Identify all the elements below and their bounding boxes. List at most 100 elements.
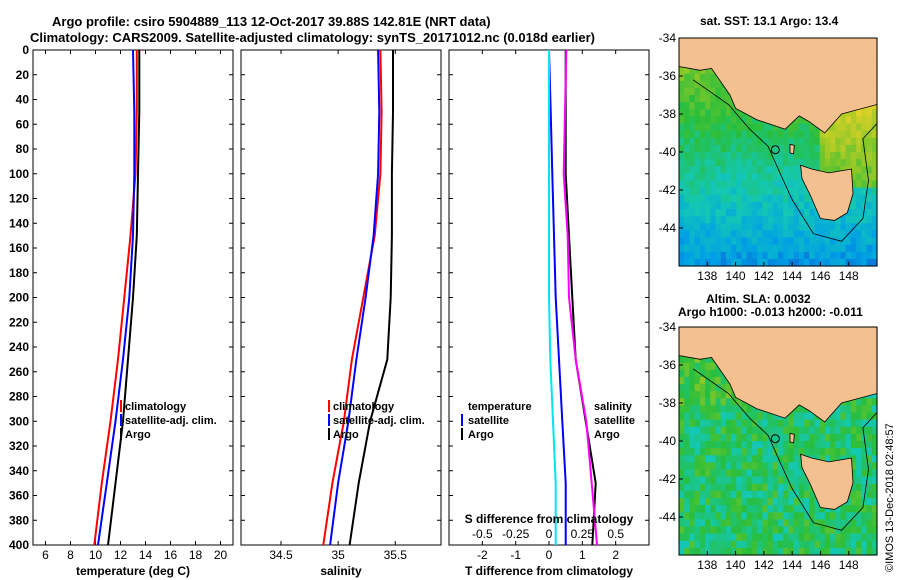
map-cell [840, 412, 847, 421]
map-cell [767, 152, 774, 160]
map-cell [819, 455, 826, 463]
map-cell [741, 519, 748, 528]
ytick-label-20: 20 [16, 68, 30, 82]
map-cell [840, 244, 847, 253]
map-cell [767, 230, 774, 239]
map-cell [725, 469, 732, 478]
map-cell [746, 244, 753, 253]
map-cell [772, 476, 779, 485]
map-cell [804, 540, 810, 549]
map-cell [814, 448, 821, 456]
map-cell [741, 533, 748, 542]
map-cell [788, 512, 795, 520]
map-cell [679, 144, 685, 153]
map-cell [809, 533, 816, 542]
map-cell [850, 533, 857, 542]
map-cell [694, 533, 701, 542]
map-cell [757, 216, 763, 224]
map-cell [751, 469, 758, 478]
map-cell [684, 498, 690, 506]
map-cell [793, 251, 800, 260]
map-cell [788, 230, 795, 239]
map-cell [731, 419, 737, 428]
map-cell [762, 237, 769, 246]
map-cell [699, 490, 706, 499]
map-cell [850, 109, 857, 117]
map-cell [824, 230, 831, 239]
map-cell [793, 137, 800, 146]
map-cell [830, 230, 836, 239]
map-cell [871, 519, 878, 528]
map-cell [798, 412, 805, 421]
map-cell [689, 419, 696, 428]
map-cell [804, 490, 810, 499]
map-cell [710, 80, 717, 89]
map-cell [793, 223, 800, 231]
map-cell [694, 130, 701, 139]
map-cell [705, 547, 711, 556]
map-cell [804, 441, 810, 449]
map-cell [736, 230, 743, 239]
map-cell [684, 159, 690, 167]
map-cell [689, 258, 696, 267]
map-cell [783, 462, 789, 471]
map-cell [783, 166, 789, 174]
map-cell [710, 244, 717, 253]
ytick-label-100: 100 [9, 167, 29, 181]
map-cell [715, 187, 722, 196]
map-cell [725, 498, 732, 506]
map-cell [715, 180, 722, 189]
map-cell [725, 244, 732, 253]
map-cell [840, 547, 847, 556]
map-cell [793, 116, 800, 125]
map-cell [856, 152, 862, 160]
map-cell [679, 80, 685, 89]
map-cell [850, 398, 857, 406]
map-cell [830, 251, 836, 260]
map-cell [783, 433, 789, 442]
map-cell [767, 412, 774, 421]
map-cell [783, 448, 789, 456]
map-cell [850, 152, 857, 160]
map-cell [814, 547, 821, 556]
map-cell [710, 137, 717, 146]
map-cell [751, 166, 758, 174]
map-cell [809, 251, 816, 260]
map-cell [783, 426, 789, 435]
map-cell [699, 498, 706, 506]
map-cell [767, 173, 774, 182]
map-cell [684, 512, 690, 520]
map-cell [871, 173, 878, 182]
map-cell [710, 173, 717, 182]
map-cell [689, 109, 696, 117]
map-cell [757, 159, 763, 167]
map-cell [845, 223, 852, 231]
map-cell [736, 258, 743, 267]
map-cell [757, 490, 763, 499]
map-cell [845, 419, 852, 428]
map-cell [793, 505, 800, 513]
map-cell [741, 419, 748, 428]
map-cell [694, 355, 701, 364]
map-cell [715, 526, 722, 535]
map-cell [788, 187, 795, 196]
map-cell [845, 505, 852, 513]
map-cell [767, 194, 774, 203]
map-cell [866, 187, 873, 196]
map-cell [778, 258, 784, 267]
map-cell [762, 216, 769, 224]
map-cell [679, 187, 685, 196]
map-cell [689, 483, 696, 492]
sst-title: sat. SST: 13.1 Argo: 13.4 [700, 14, 839, 28]
map-cell [731, 512, 737, 520]
map-cell [850, 166, 857, 174]
map-cell [725, 505, 732, 513]
map-cell [788, 526, 795, 535]
map-cell [804, 412, 810, 421]
map-cell [861, 405, 868, 414]
legend-title-s: salinity [594, 401, 633, 413]
map-cell [762, 130, 769, 139]
map-cell [856, 244, 862, 253]
map-cell [788, 505, 795, 513]
map-cell [741, 498, 748, 506]
